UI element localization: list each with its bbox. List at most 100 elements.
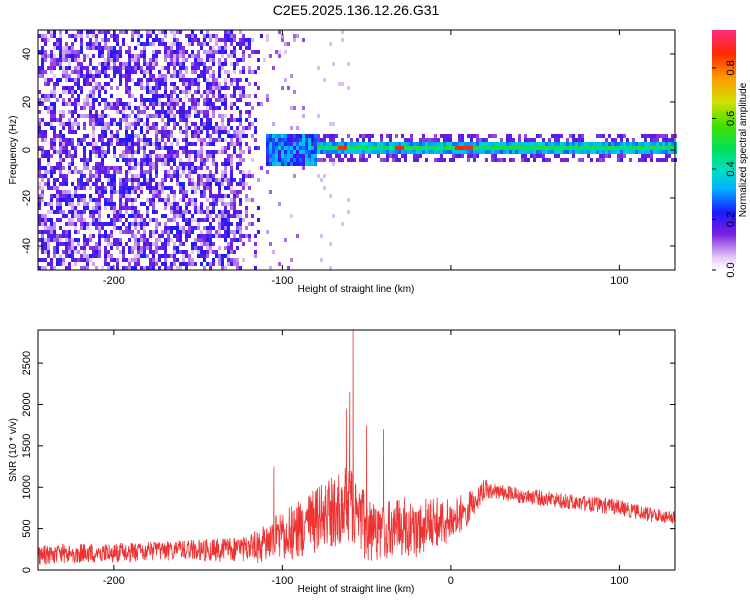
spectrogram-cell — [167, 146, 170, 150]
spectrogram-cell — [239, 222, 242, 226]
spectrogram-cell — [98, 198, 101, 202]
spectrogram-cell — [80, 254, 83, 258]
spectrogram-cell — [188, 202, 191, 206]
spectrogram-cell — [218, 70, 221, 74]
spectrogram-cell — [83, 198, 86, 202]
spectrogram-cell — [215, 38, 218, 42]
spectrogram-cell — [530, 138, 533, 142]
spectrogram-cell — [473, 146, 476, 150]
spectrogram-cell — [110, 222, 113, 226]
spectrogram-cell — [236, 42, 239, 46]
spectrogram-cell — [203, 266, 206, 270]
spectrogram-cell — [635, 150, 638, 154]
spectrogram-cell — [401, 154, 404, 158]
spectrogram-cell — [119, 206, 122, 210]
spectrogram-cell — [173, 86, 176, 90]
colorbar-tick-label: 0.8 — [725, 60, 737, 75]
spectrogram-cell — [86, 66, 89, 70]
spectrogram-cell — [104, 190, 107, 194]
spectrogram-cell — [605, 150, 608, 154]
spectrogram-cell — [41, 146, 44, 150]
spectrogram-cell — [239, 58, 242, 62]
spectrogram-cell — [332, 122, 335, 126]
spectrogram-cell — [167, 98, 170, 102]
spectrogram-cell — [155, 78, 158, 82]
spectrogram-cell — [440, 134, 443, 138]
spectrogram-cell — [398, 158, 401, 162]
spectrogram-cell — [230, 34, 233, 38]
spectrogram-cell — [302, 106, 305, 110]
spectrogram-cell — [230, 154, 233, 158]
spectrogram-cell — [116, 130, 119, 134]
spectrogram-cell — [122, 142, 125, 146]
spectrogram-cell — [47, 110, 50, 114]
spectrogram-cell — [284, 42, 287, 46]
spectrogram-cell — [209, 74, 212, 78]
spectrogram-cell — [125, 138, 128, 142]
spectrogram-cell — [179, 242, 182, 246]
spectrogram-cell — [182, 170, 185, 174]
spectrogram-cell — [146, 214, 149, 218]
spectrogram-cell — [323, 158, 326, 162]
spectrogram-cell — [224, 46, 227, 50]
spectrogram-cell — [143, 162, 146, 166]
spectrogram-cell — [107, 106, 110, 110]
spectrogram-cell — [350, 158, 353, 162]
spectrogram-cell — [176, 238, 179, 242]
spectrogram-cell — [254, 50, 257, 54]
spectrogram-cell — [71, 110, 74, 114]
spectrogram-cell — [212, 78, 215, 82]
spectrogram-cell — [53, 94, 56, 98]
spectrogram-cell — [191, 66, 194, 70]
spectrogram-cell — [137, 222, 140, 226]
spectrogram-cell — [557, 138, 560, 142]
spectrogram-cell — [614, 138, 617, 142]
spectrogram-cell — [203, 70, 206, 74]
spectrogram-cell — [47, 122, 50, 126]
spectrogram-cell — [518, 150, 521, 154]
spectrogram-cell — [128, 142, 131, 146]
spectrogram-cell — [218, 258, 221, 262]
spectrogram-cell — [278, 142, 281, 146]
spectrogram-cell — [206, 214, 209, 218]
spectrogram-cell — [512, 146, 515, 150]
spectrogram-cell — [491, 150, 494, 154]
spectrogram-cell — [80, 186, 83, 190]
spectrogram-cell — [284, 78, 287, 82]
spectrogram-cell — [185, 114, 188, 118]
spectrogram-cell — [629, 142, 632, 146]
spectrogram-cell — [149, 178, 152, 182]
spectrogram-cell — [203, 66, 206, 70]
spectrogram-cell — [173, 234, 176, 238]
spectrogram-cell — [125, 210, 128, 214]
spectrogram-cell — [182, 182, 185, 186]
spectrogram-cell — [41, 250, 44, 254]
spectrogram-cell — [257, 86, 260, 90]
spectrogram-cell — [239, 134, 242, 138]
spectrogram-cell — [50, 238, 53, 242]
spectrogram-cell — [569, 150, 572, 154]
spectrogram-cell — [134, 166, 137, 170]
spectrogram-cell — [185, 238, 188, 242]
spectrogram-cell — [158, 78, 161, 82]
spectrogram-cell — [197, 74, 200, 78]
spectrogram-cell — [395, 158, 398, 162]
spectrogram-cell — [302, 162, 305, 166]
spectrogram-cell — [221, 146, 224, 150]
spectrogram-cell — [164, 262, 167, 266]
spectrogram-cell — [212, 226, 215, 230]
spectrogram-cell — [218, 138, 221, 142]
spectrogram-cell — [620, 146, 623, 150]
spectrogram-cell — [284, 146, 287, 150]
spectrogram-cell — [104, 238, 107, 242]
spectrogram-cell — [38, 214, 41, 218]
spectrogram-cell — [116, 142, 119, 146]
spectrogram-cell — [659, 150, 662, 154]
spectrogram-cell — [602, 142, 605, 146]
spectrogram-cell — [101, 46, 104, 50]
spectrogram-cell — [92, 34, 95, 38]
spectrogram-cell — [227, 86, 230, 90]
spectrogram-cell — [227, 242, 230, 246]
spectrogram-cell — [83, 258, 86, 262]
spectrogram-cell — [365, 146, 368, 150]
